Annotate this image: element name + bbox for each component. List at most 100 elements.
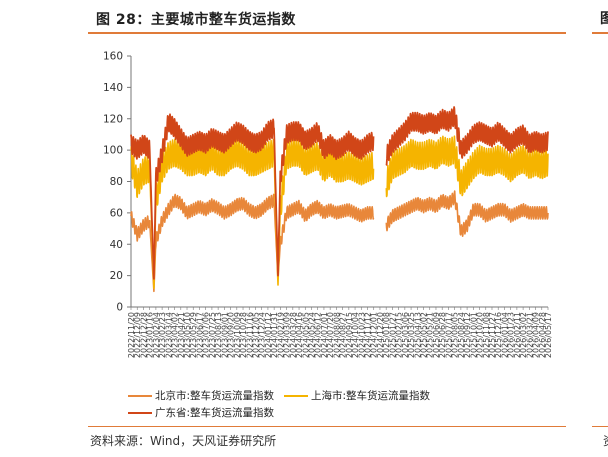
x-tick-label: 2023/02/04 [152,312,161,358]
y-tick-label: 40 [110,239,123,251]
x-tick-label: 2025/10/01 [469,312,478,358]
x-tick-label: 2026/01/23 [507,312,516,358]
x-tick-label: 2024/11/12 [364,312,373,358]
y-tick-label: 140 [103,82,123,94]
x-tick-label: 2024/06/12 [314,312,323,358]
x-tick-label: 2024/09/15 [345,312,354,358]
chart-series [130,106,549,293]
x-tick-label: 2025/02/15 [395,312,404,358]
x-tick-label: 2024/12/20 [376,312,385,358]
x-tick-label: 2024/02/19 [276,312,285,358]
x-tick-label: 2023/06/17 [195,312,204,358]
x-tick-label: 2024/10/04 [351,312,360,358]
x-tick-label: 2025/05/02 [420,312,429,358]
x-tick-label: 2023/05/10 [183,312,192,358]
series-line-0 [385,190,549,237]
x-tick-label: 2025/04/13 [413,312,422,358]
x-tick-label: 2026/03/02 [519,312,528,358]
y-tick-label: 80 [110,176,123,188]
x-tick-label: 2025/01/08 [382,312,391,358]
adjacent-title-underline [592,32,608,34]
x-tick-label: 2024/01/31 [270,312,279,358]
legend-label-shanghai: 上海市:整车货运流量指数 [311,390,431,402]
x-tick-label: 2025/09/12 [463,312,472,358]
x-tick-label: 2025/11/27 [488,312,497,358]
title-underline [88,32,566,34]
adjacent-source-divider [592,426,608,427]
x-tick-labels: 2022/11/202022/12/092022/12/282023/01/16… [127,307,553,358]
x-tick-label: 2024/05/24 [307,312,316,358]
legend-label-guangdong: 广东省:整车货运流量指数 [155,407,275,419]
x-tick-label: 2023/04/21 [177,312,186,358]
y-tick-label: 20 [110,270,123,282]
series-line-0 [130,193,375,293]
series-line-1 [385,135,549,198]
x-tick-label: 2025/06/09 [432,312,441,358]
x-tick-label: 2023/09/20 [227,312,236,358]
x-tick-label: 2026/01/04 [500,312,509,358]
legend-item-guangdong: 广东省:整车货运流量指数 [128,405,274,420]
x-tick-label: 2022/11/20 [127,312,136,358]
y-tick-label: 160 [103,51,123,63]
x-tick-label: 2024/08/27 [339,312,348,358]
x-tick-label: 2025/10/20 [476,312,485,358]
source-divider [88,426,566,427]
adjacent-chart-title-fragment: 图 [600,11,608,27]
x-tick-label: 2024/07/20 [326,312,335,358]
y-tick-label: 0 [116,302,123,314]
x-tick-label: 2023/02/23 [158,312,167,358]
x-tick-label: 2023/10/09 [233,312,242,358]
legend-swatch-shanghai [284,394,308,397]
x-tick-label: 2024/08/08 [332,312,341,358]
legend-swatch-guangdong [128,411,152,414]
adjacent-source-fragment: 资 [603,432,608,449]
x-tick-label: 2025/11/08 [482,312,491,358]
series-line-2 [385,106,549,166]
x-tick-label: 2023/11/16 [245,312,254,358]
x-tick-label: 2024/05/05 [301,312,310,358]
x-tick-label: 2023/03/14 [164,312,173,358]
legend-label-beijing: 北京市:整车货运流量指数 [155,390,275,402]
x-tick-label: 2026/04/09 [532,312,541,358]
x-tick-label: 2022/12/28 [139,312,148,358]
x-tick-label: 2025/08/05 [451,312,460,358]
x-tick-label: 2023/12/24 [258,312,267,358]
x-tick-label: 2024/03/09 [283,312,292,358]
x-tick-label: 2026/03/21 [525,312,534,358]
legend-swatch-beijing [128,394,152,397]
x-tick-label: 2024/12/01 [370,312,379,358]
x-tick-label: 2026/02/11 [513,312,522,358]
x-tick-label: 2026/05/17 [544,312,553,358]
legend-item-beijing: 北京市:整车货运流量指数 [128,388,274,403]
x-tick-label: 2023/07/06 [202,312,211,358]
x-tick-label: 2025/03/25 [407,312,416,358]
x-tick-label: 2025/01/27 [388,312,397,358]
x-tick-label: 2025/06/28 [438,312,447,358]
y-tick-label: 60 [110,207,123,219]
x-tick-label: 2025/05/21 [426,312,435,358]
x-tick-label: 2024/04/16 [295,312,304,358]
x-tick-label: 2023/05/29 [189,312,198,358]
legend-item-shanghai: 上海市:整车货运流量指数 [284,388,430,403]
chart-title: 图 28：主要城市整车货运指数 [96,12,296,28]
source-note: 资料来源：Wind，天风证券研究所 [90,434,277,448]
x-tick-label: 2024/10/23 [357,312,366,358]
y-tick-label: 100 [103,145,123,157]
x-tick-label: 2026/04/28 [538,312,547,358]
x-tick-label: 2022/12/09 [133,312,142,358]
x-tick-label: 2023/04/02 [171,312,180,358]
x-tick-label: 2023/12/05 [251,312,260,358]
series-line-2 [130,113,375,280]
x-tick-label: 2025/08/24 [457,312,466,358]
x-tick-label: 2025/12/16 [494,312,503,358]
x-tick-label: 2024/07/01 [320,312,329,358]
x-tick-label: 2025/03/06 [401,312,410,358]
x-tick-label: 2023/01/16 [146,312,155,358]
x-tick-label: 2024/03/28 [289,312,298,358]
y-tick-label: 120 [103,113,123,125]
x-tick-label: 2024/01/12 [264,312,273,358]
chart-axes: 0 20 40 60 80 100 120 140 160 [103,51,548,314]
x-tick-label: 2023/08/13 [214,312,223,358]
x-tick-label: 2023/07/25 [208,312,217,358]
